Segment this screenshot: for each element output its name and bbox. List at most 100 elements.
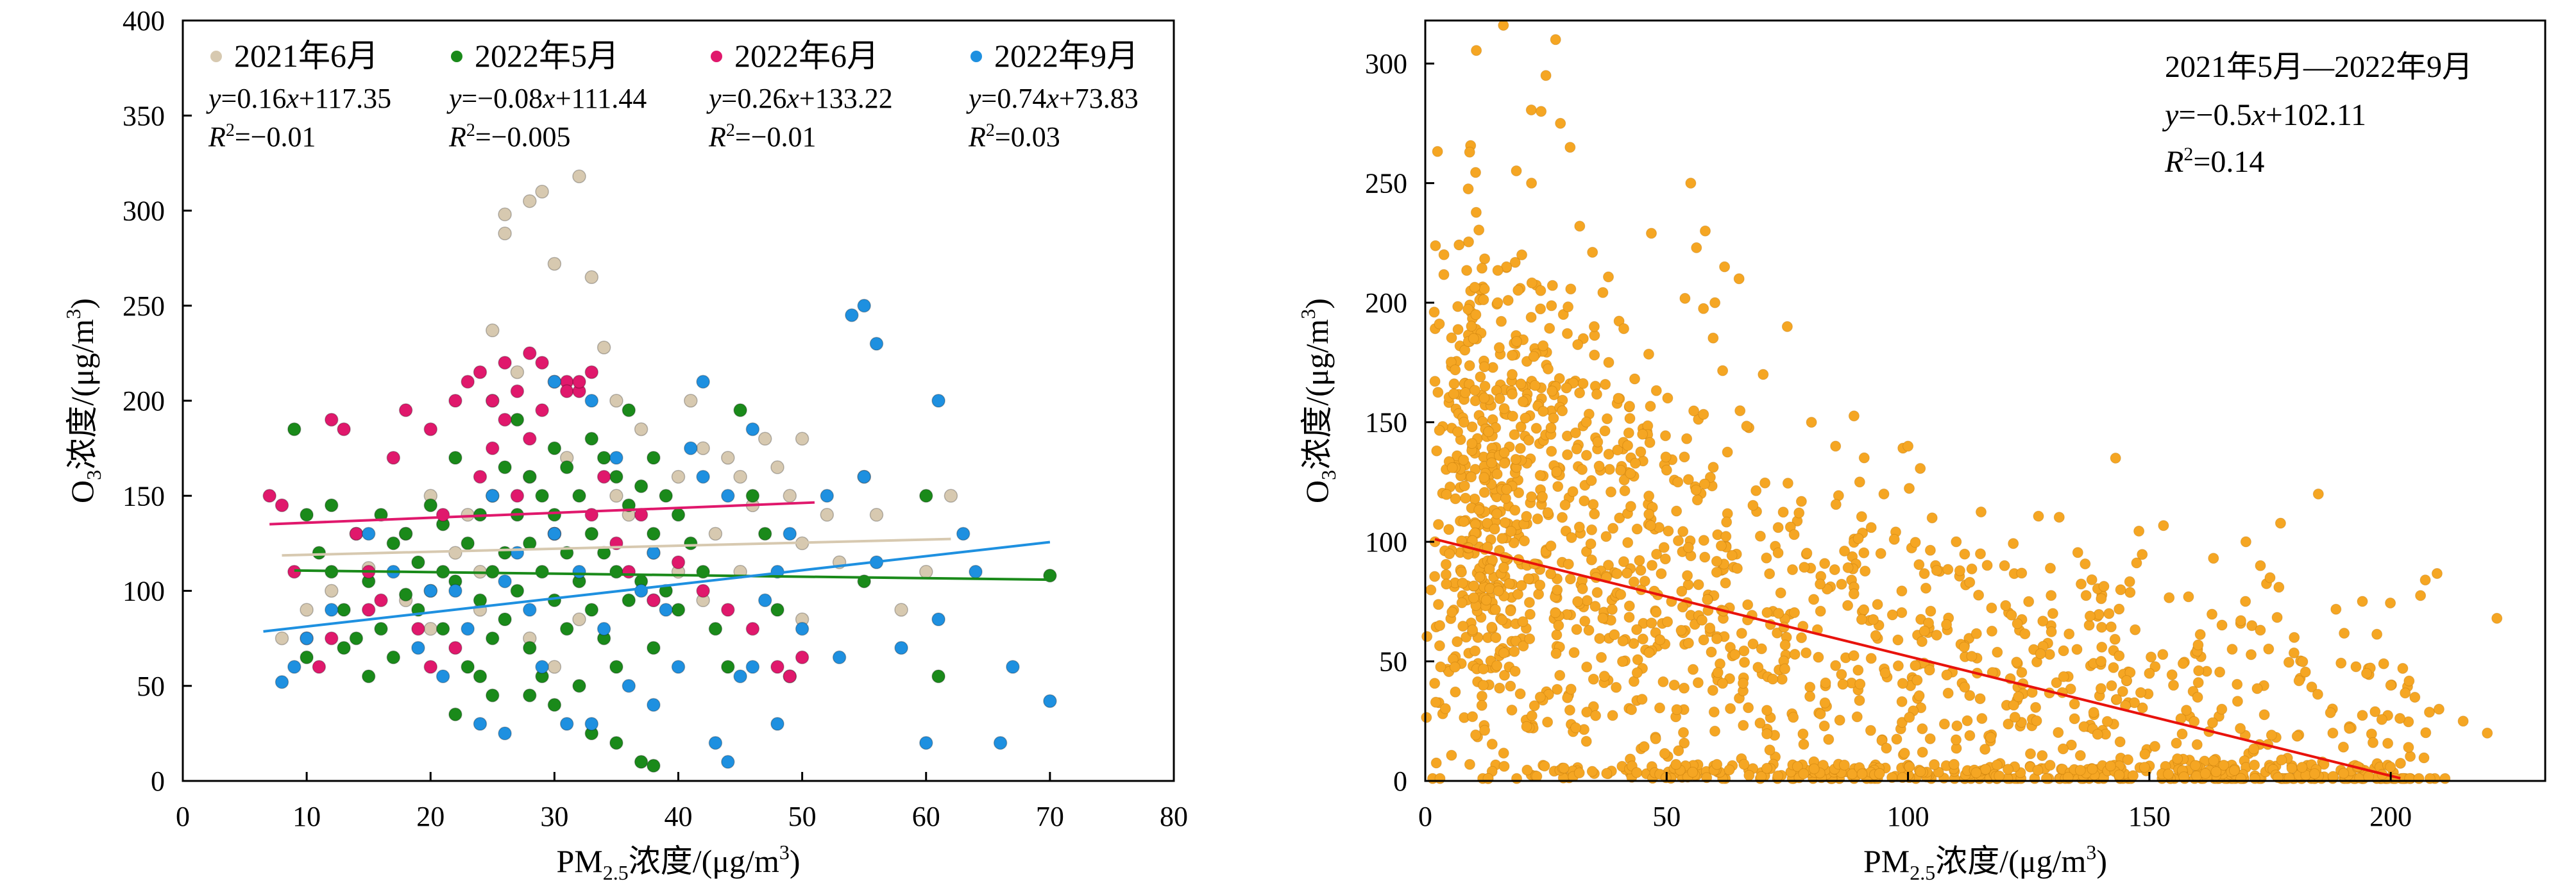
point-series-1-58: [609, 660, 623, 674]
right-point-1044: [1589, 349, 1600, 361]
right-point-1333: [1496, 533, 1508, 544]
point-series-1-77: [745, 489, 760, 503]
right-point-1480: [1623, 600, 1635, 612]
point-series-3-41: [857, 299, 871, 313]
right-point-496: [1611, 682, 1622, 693]
right-point-1494: [1645, 520, 1656, 532]
right-point-559: [1858, 604, 1870, 616]
right-point-1789: [1830, 440, 1842, 452]
right-point-1616: [2032, 764, 2044, 776]
right-point-577: [1711, 567, 1722, 578]
right-point-1305: [2194, 629, 2206, 641]
point-series-2-50: [361, 603, 376, 617]
right-point-1369: [2045, 562, 2056, 574]
right-point-1286: [1852, 533, 1864, 544]
right-point-1337: [1615, 589, 1627, 600]
right-point-1701: [2128, 770, 2139, 782]
right-point-1266: [2439, 773, 2451, 784]
point-series-1-90: [647, 758, 661, 773]
point-series-3-13: [498, 726, 512, 741]
right-point-1045: [1848, 588, 1860, 599]
point-series-1-70: [671, 508, 686, 522]
point-series-3-15: [523, 603, 537, 617]
right-point-1684: [1792, 761, 1803, 772]
y-axis-title: O3浓度/(μg/m3): [62, 298, 105, 503]
right-point-1123: [1698, 408, 1709, 420]
right-point-449: [1679, 737, 1690, 749]
right-point-380: [1596, 651, 1607, 663]
point-series-2-52: [448, 641, 462, 655]
point-series-0-47: [572, 612, 586, 626]
right-point-1299: [1592, 436, 1604, 448]
right-point-1095: [1441, 489, 1452, 500]
point-series-3-11: [473, 717, 487, 731]
point-series-3-17: [547, 526, 562, 541]
right-point-1263: [1565, 283, 1577, 295]
annotation-equation: y=−0.5x+102.11: [2162, 98, 2366, 132]
point-series-3-27: [671, 660, 686, 674]
point-series-1-39: [535, 565, 549, 579]
right-point-1108: [1532, 513, 1543, 524]
point-series-1-42: [547, 508, 562, 522]
right-point-1346: [2208, 553, 2219, 564]
right-point-1755: [2235, 773, 2246, 784]
point-series-3-26: [659, 603, 673, 617]
right-point-1725: [1687, 766, 1699, 778]
right-point-904: [2325, 707, 2336, 719]
right-point-1382: [1470, 385, 1480, 396]
right-point-504: [1618, 474, 1630, 486]
right-point-1080: [2053, 512, 2065, 523]
right-point-1354: [2291, 730, 2303, 742]
right-point-1802: [2144, 667, 2155, 679]
right-point-24: [1813, 651, 1824, 663]
right-point-533: [2297, 656, 2309, 667]
right-point-1169: [1515, 378, 1527, 390]
point-series-1-37: [523, 641, 537, 655]
point-series-1-10: [374, 508, 388, 522]
right-point-1794: [1951, 536, 1962, 548]
point-series-3-4: [361, 526, 376, 541]
right-point-1413: [1772, 547, 1784, 558]
right-point-728: [1535, 303, 1546, 315]
right-point-1766: [1492, 297, 1504, 308]
right-point-1230: [1489, 604, 1501, 616]
right-point-1798: [2047, 608, 2058, 619]
right-point-1730: [2114, 769, 2125, 781]
right-point-1718: [2003, 764, 2013, 775]
right-point-1083: [1856, 511, 1867, 523]
right-point-1388: [1493, 585, 1504, 597]
right-point-306: [1973, 589, 1985, 601]
right-point-1746: [1808, 763, 1820, 775]
right-point-530: [1429, 376, 1441, 387]
right-point-1215: [1767, 673, 1779, 685]
right-point-1139: [1776, 673, 1788, 685]
right-point-864: [2098, 581, 2110, 592]
point-series-0-20: [572, 169, 586, 183]
right-point-871: [1761, 607, 1773, 618]
right-point-756: [1631, 624, 1643, 635]
right-point-940: [1438, 269, 1450, 280]
fit-line-series-2: [269, 501, 815, 526]
right-point-667: [1588, 673, 1599, 685]
right-point-1424: [1545, 568, 1557, 580]
point-series-2-43: [696, 583, 710, 598]
right-point-197: [2420, 727, 2432, 739]
x-tick-label: 70: [1036, 801, 1064, 832]
right-point-723: [1466, 321, 1477, 332]
point-series-0-31: [721, 451, 735, 465]
right-point-1280: [2208, 755, 2219, 766]
right-point-1426: [1618, 323, 1629, 335]
right-point-799: [1854, 695, 1865, 706]
right-point-1473: [1712, 667, 1724, 678]
right-point-594: [1597, 287, 1609, 298]
right-point-512: [1617, 635, 1629, 647]
right-point-1164: [1959, 682, 1970, 693]
point-series-3-22: [609, 451, 623, 465]
right-point-1289: [1910, 537, 1921, 548]
right-point-1200: [1896, 585, 1908, 597]
right-point-560: [1566, 532, 1577, 543]
right-point-1358: [1457, 621, 1469, 632]
right-point-1465: [2058, 671, 2069, 682]
right-point-246: [2337, 741, 2349, 753]
right-point-1768: [1516, 249, 1527, 260]
